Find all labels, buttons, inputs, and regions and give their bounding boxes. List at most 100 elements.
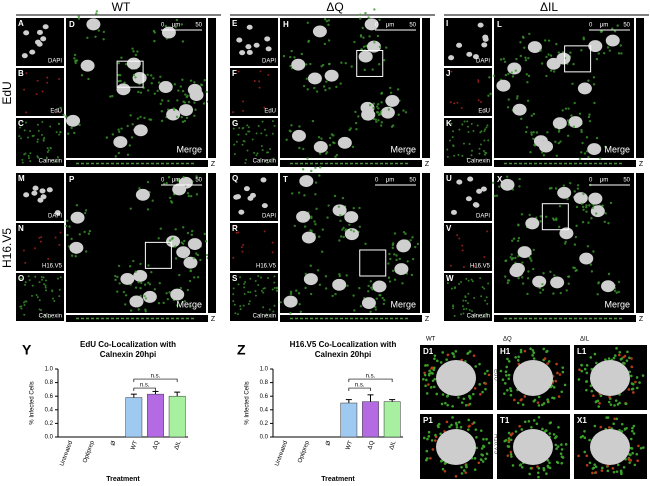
- signal: [583, 367, 587, 371]
- signal: [557, 51, 561, 54]
- signal: [570, 114, 573, 117]
- signal: [40, 133, 43, 136]
- signal: [590, 270, 594, 273]
- signal: [425, 458, 428, 462]
- signal: [322, 85, 326, 88]
- signal: [205, 253, 209, 257]
- signal: [190, 233, 193, 237]
- signal: [510, 455, 513, 458]
- panel-letter: G: [232, 119, 238, 128]
- signal: [237, 133, 240, 136]
- nucleus: [69, 241, 84, 254]
- signal: [34, 275, 37, 278]
- signal: [255, 132, 258, 135]
- panel-letter: E: [232, 19, 238, 28]
- signal: [232, 127, 235, 130]
- signal: [632, 391, 635, 394]
- signal: [467, 125, 470, 128]
- nucleus: [477, 22, 484, 28]
- channel-label: DAPI: [48, 214, 62, 220]
- nucleus: [500, 178, 515, 191]
- signal: [532, 357, 536, 360]
- signal: [630, 447, 634, 450]
- signal: [56, 156, 59, 159]
- signal: [122, 290, 126, 294]
- nucleus: [482, 36, 489, 42]
- signal: [506, 445, 510, 448]
- signal: [338, 239, 341, 242]
- signal: [529, 466, 533, 470]
- signal: [618, 350, 622, 354]
- signal: [536, 471, 540, 475]
- signal: [173, 83, 177, 86]
- nucleus: [527, 41, 542, 54]
- signal: [114, 274, 117, 278]
- signal: [437, 425, 440, 429]
- nucleus: [170, 288, 185, 301]
- nucleus: [358, 50, 373, 63]
- signal: [380, 92, 383, 95]
- signal: [58, 133, 61, 136]
- significance-label: n.s.: [355, 383, 365, 389]
- signal: [87, 232, 91, 235]
- signal: [559, 452, 563, 455]
- signal: [358, 225, 362, 229]
- signal: [25, 72, 28, 75]
- signal: [485, 152, 488, 155]
- signal: [36, 79, 39, 82]
- signal: [632, 424, 636, 428]
- y-tick-label: 0.6: [260, 394, 269, 400]
- signal: [440, 402, 444, 406]
- signal: [517, 276, 520, 280]
- signal: [293, 56, 296, 59]
- signal: [298, 125, 301, 128]
- signal: [327, 19, 331, 22]
- signal: [608, 49, 612, 52]
- signal: [176, 304, 179, 307]
- signal: [620, 52, 623, 55]
- signal: [641, 374, 645, 377]
- signal: [165, 292, 168, 295]
- signal: [542, 272, 545, 275]
- signal: [529, 257, 532, 261]
- signal: [309, 292, 313, 296]
- signal: [47, 257, 50, 260]
- scale-label: 50: [409, 23, 416, 29]
- signal: [262, 306, 265, 309]
- signal: [483, 139, 486, 142]
- x-tick-label: ΔQ: [367, 440, 376, 451]
- signal: [588, 438, 591, 442]
- nucleus: [568, 116, 583, 129]
- signal: [526, 99, 530, 102]
- signal: [306, 88, 309, 91]
- signal: [549, 421, 553, 424]
- signal: [554, 436, 557, 440]
- nucleus: [142, 290, 157, 303]
- signal: [348, 223, 351, 227]
- signal: [73, 53, 77, 57]
- nucleus: [23, 192, 30, 198]
- y-tick-label: 1.0: [260, 367, 269, 373]
- nucleus: [238, 209, 245, 215]
- signal: [305, 77, 309, 80]
- signal: [359, 17, 362, 20]
- channel-label: H16.V5: [42, 264, 63, 270]
- zoom-box: [144, 241, 172, 269]
- signal: [300, 52, 304, 56]
- signal: [324, 287, 328, 290]
- signal: [38, 299, 41, 302]
- signal: [25, 111, 28, 114]
- signal: [586, 245, 590, 248]
- signal: [387, 108, 391, 111]
- signal: [509, 450, 513, 454]
- signal: [569, 181, 572, 185]
- signal: [580, 369, 584, 373]
- signal: [243, 286, 246, 289]
- micrograph: [280, 173, 420, 313]
- signal: [291, 192, 294, 195]
- signal: [460, 472, 464, 475]
- signal: [364, 11, 367, 15]
- signal: [592, 250, 595, 253]
- signal: [482, 149, 485, 152]
- signal: [505, 365, 509, 369]
